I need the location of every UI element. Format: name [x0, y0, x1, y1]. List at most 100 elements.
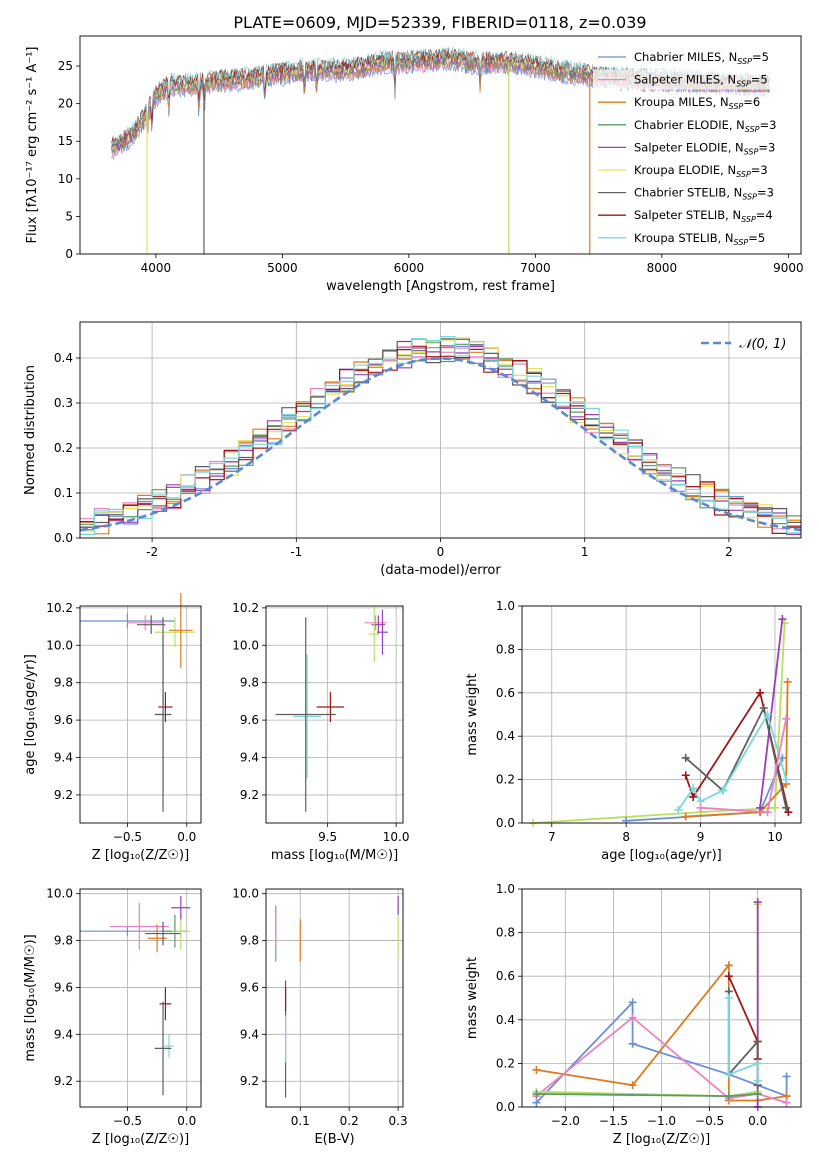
x-axis-label: Z [log₁₀(Z/Z☉)]: [613, 1132, 710, 1147]
data-point: [154, 617, 172, 812]
weight-line: [685, 681, 789, 818]
y-tick-label: 15: [58, 134, 73, 148]
data-point: [80, 926, 175, 936]
x-tick-label: 5000: [267, 261, 298, 275]
panel-weight-vs-age: 7 8 9 10 0.0 0.2 0.4 0.6 0.8 1.0 age [log₁₀(age/yr…: [465, 599, 802, 863]
y-tick-label: 5: [65, 209, 73, 223]
legend-bg: [593, 114, 798, 135]
weight-marker: [689, 784, 698, 793]
weight-marker: [532, 1089, 541, 1098]
panel-mass-vs-z: −0.5 0.0 9.2 9.4 9.6 9.8 10.0 Z [log₁₀(Z/Z☉)] ma…: [23, 887, 202, 1147]
y-tick-label: 9.2: [54, 788, 73, 802]
weight-marker: [674, 805, 683, 814]
weight-marker: [753, 1059, 762, 1068]
weight-marker: [628, 1081, 637, 1090]
data-point: [154, 1001, 172, 1096]
data-point: [364, 615, 387, 631]
data-point: [127, 615, 164, 631]
y-tick-label: 0.6: [496, 686, 515, 700]
legend-bg: [593, 227, 798, 248]
x-tick-label: 0.0: [748, 1114, 767, 1128]
weight-marker: [724, 994, 733, 1002]
panel-age-vs-mass: 9.5 10.0 9.2 9.4 9.6 9.8 10.0 10.2 mass [log₁₀(M…: [232, 601, 409, 863]
x-axis-label: (data-model)/error: [380, 563, 501, 578]
x-tick-label: -2: [146, 545, 158, 559]
weight-marker: [532, 1065, 541, 1074]
weight-line: [685, 705, 787, 808]
weight-line: [727, 991, 759, 1086]
data-point: [136, 615, 166, 635]
weight-marker: [784, 808, 793, 817]
legend-bg: [593, 69, 798, 90]
weight-marker: [681, 771, 690, 780]
legend-entry: 𝒩(0, 1): [739, 337, 786, 352]
weight-marker: [724, 1092, 733, 1101]
y-tick-label: 10.2: [46, 601, 73, 615]
panel-weight-vs-z: −2.0 −1.5 −1.0 −0.5 0.0 0.0 0.2 0.4 0.6 0.8 1.0 Z […: [465, 882, 802, 1147]
y-tick-label: 9.2: [240, 1074, 259, 1088]
y-tick-label: 9.4: [54, 1027, 73, 1041]
data-point: [159, 987, 172, 1021]
data-point: [368, 606, 380, 663]
y-tick-label: 0.4: [496, 1013, 515, 1027]
x-tick-label: 9000: [773, 261, 804, 275]
data-point: [376, 609, 388, 655]
x-axis-label: Z [log₁₀(Z/Z☉)]: [92, 848, 189, 863]
y-tick-label: 0.8: [496, 642, 515, 656]
y-tick-label: 0.3: [54, 396, 73, 410]
weight-line: [727, 998, 759, 1081]
y-tick-label: 10.2: [232, 601, 259, 615]
y-tick-label: 9.2: [240, 788, 259, 802]
axes-frame: [265, 605, 404, 824]
weight-marker: [778, 615, 787, 624]
y-tick-label: 0.2: [496, 773, 515, 787]
x-tick-label: −0.5: [695, 1114, 724, 1128]
weight-line: [533, 623, 786, 824]
x-tick-label: 9: [697, 830, 705, 844]
histogram-step: [80, 345, 801, 534]
legend-entry: Kroupa ELODIE, NSSP=3: [634, 163, 768, 179]
figure-title: PLATE=0609, MJD=52339, FIBERID=0118, z=0…: [233, 13, 646, 32]
y-tick-label: 0.8: [496, 926, 515, 940]
x-axis-label: wavelength [Angstrom, rest frame]: [326, 279, 555, 294]
x-tick-label: 7: [548, 830, 556, 844]
x-axis-label: age [log₁₀(age/yr)]: [601, 848, 722, 863]
weight-marker: [753, 1089, 762, 1098]
y-tick-label: 25: [58, 59, 73, 73]
gaussian-curve: [79, 357, 802, 532]
weight-series: [756, 615, 787, 812]
legend-bg: [593, 182, 798, 203]
x-tick-label: 8000: [647, 261, 678, 275]
y-axis-label: Flux [fλ10⁻¹⁷ erg cm⁻² s⁻¹ A⁻¹]: [25, 47, 40, 244]
weight-marker: [783, 677, 792, 686]
weight-marker: [724, 961, 733, 970]
data-point: [316, 692, 345, 722]
y-axis-label: mass weight: [465, 673, 480, 755]
legend-entry: Kroupa MILES, NSSP=6: [634, 95, 760, 111]
y-axis-label: age [log₁₀(age/yr)]: [23, 654, 38, 775]
data-point: [147, 924, 167, 953]
weight-series: [724, 972, 762, 1064]
y-tick-label: 9.8: [54, 676, 73, 690]
x-tick-label: −1.5: [599, 1114, 628, 1128]
histogram-step: [80, 336, 801, 535]
y-tick-label: 10.0: [46, 887, 73, 901]
panel-residuals: -2 -1 0 1 2 0.0 0.1 0.2 0.3 0.4 (data-model)/error…: [23, 321, 802, 578]
y-tick-label: 9.8: [240, 934, 259, 948]
legend-entry: Chabrier STELIB, NSSP=3: [634, 186, 774, 202]
data-point: [80, 613, 175, 629]
y-tick-label: 0.6: [496, 969, 515, 983]
y-tick-label: 9.8: [240, 676, 259, 690]
y-tick-label: 9.6: [240, 713, 259, 727]
axes-frame: [79, 888, 202, 1108]
weight-line: [677, 712, 787, 811]
legend-entry: Salpeter ELODIE, NSSP=3: [634, 140, 775, 156]
x-tick-label: 7000: [520, 261, 551, 275]
x-tick-label: 2: [725, 545, 733, 559]
y-tick-label: 0.1: [54, 486, 73, 500]
y-tick-label: 10.0: [232, 638, 259, 652]
weight-marker: [782, 1098, 791, 1107]
y-tick-label: 10.0: [46, 638, 73, 652]
y-tick-label: 10.0: [232, 887, 259, 901]
